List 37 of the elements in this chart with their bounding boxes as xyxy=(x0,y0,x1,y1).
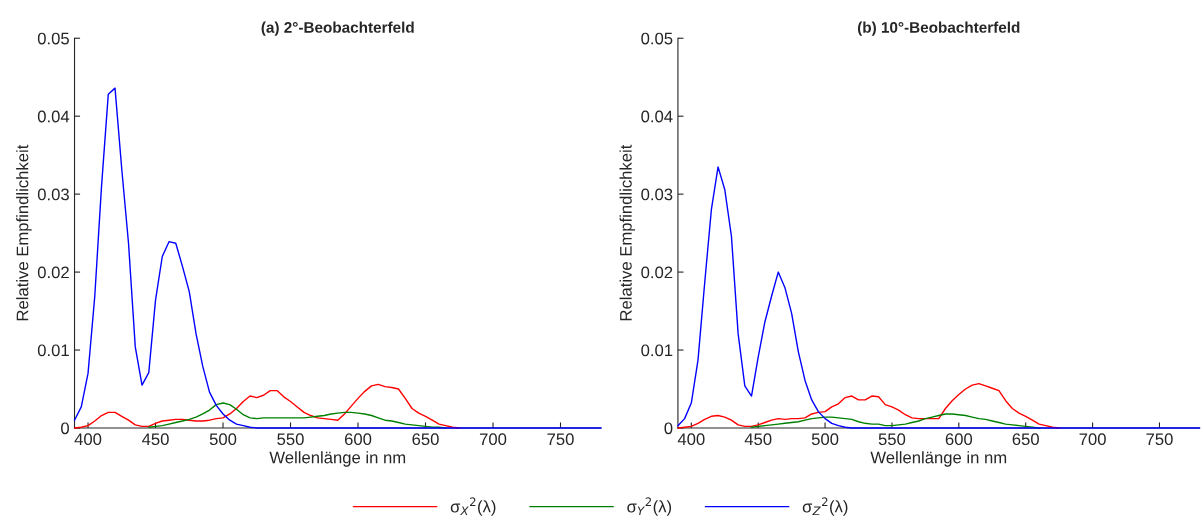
x-tick-label: 400 xyxy=(677,433,705,446)
x-tick-label: 650 xyxy=(1012,433,1039,446)
y-tick-label: 0.03 xyxy=(37,188,69,201)
y-tick-label: 0 xyxy=(61,422,70,435)
chart-title: (a) 2°-Beobachterfeld xyxy=(261,21,414,36)
y-tick-label: 0.01 xyxy=(641,344,673,357)
x-tick-label: 700 xyxy=(1079,433,1106,446)
y-tick-label: 0.04 xyxy=(641,110,673,123)
y-tick-label: 0.02 xyxy=(37,266,69,279)
y-tick-label: 0.05 xyxy=(37,32,69,45)
x-tick-label: 650 xyxy=(412,433,439,446)
y-tick-label: 0.03 xyxy=(641,188,673,201)
y-tick-label: 0 xyxy=(664,422,673,435)
x-axis-title: Wellenlänge in nm xyxy=(269,451,406,467)
x-tick-label: 550 xyxy=(277,433,304,446)
x-tick-label: 450 xyxy=(142,433,169,446)
legend-label: σ$_{Z}$$^{2}$(λ) xyxy=(802,497,848,516)
legend-label: σ$_{Y}$$^{2}$(λ) xyxy=(627,497,672,516)
x-tick-label: 400 xyxy=(74,433,102,446)
x-tick-label: 550 xyxy=(878,433,906,446)
y-tick-label: 0.05 xyxy=(641,32,673,45)
chart-title: (b) 10°-Beobachterfeld xyxy=(857,21,1020,36)
y-axis-title: Relative Empfindlichkeit xyxy=(16,144,32,321)
x-tick-label: 750 xyxy=(547,433,574,446)
x-tick-label: 750 xyxy=(1146,433,1173,446)
y-tick-label: 0.01 xyxy=(37,344,69,357)
y-axis-title: Relative Empfindlichkeit xyxy=(619,144,636,321)
x-tick-label: 500 xyxy=(811,433,839,446)
x-axis-title: Wellenlänge in nm xyxy=(870,451,1007,467)
x-tick-label: 500 xyxy=(209,433,237,446)
x-tick-label: 600 xyxy=(945,433,973,446)
y-tick-label: 0.04 xyxy=(37,110,70,123)
y-tick-label: 0.02 xyxy=(641,266,673,279)
legend-label: σ$_{X}$$^{2}$(λ) xyxy=(450,497,496,516)
x-tick-label: 700 xyxy=(479,433,507,446)
x-tick-label: 450 xyxy=(744,433,772,446)
x-tick-label: 600 xyxy=(344,433,372,446)
